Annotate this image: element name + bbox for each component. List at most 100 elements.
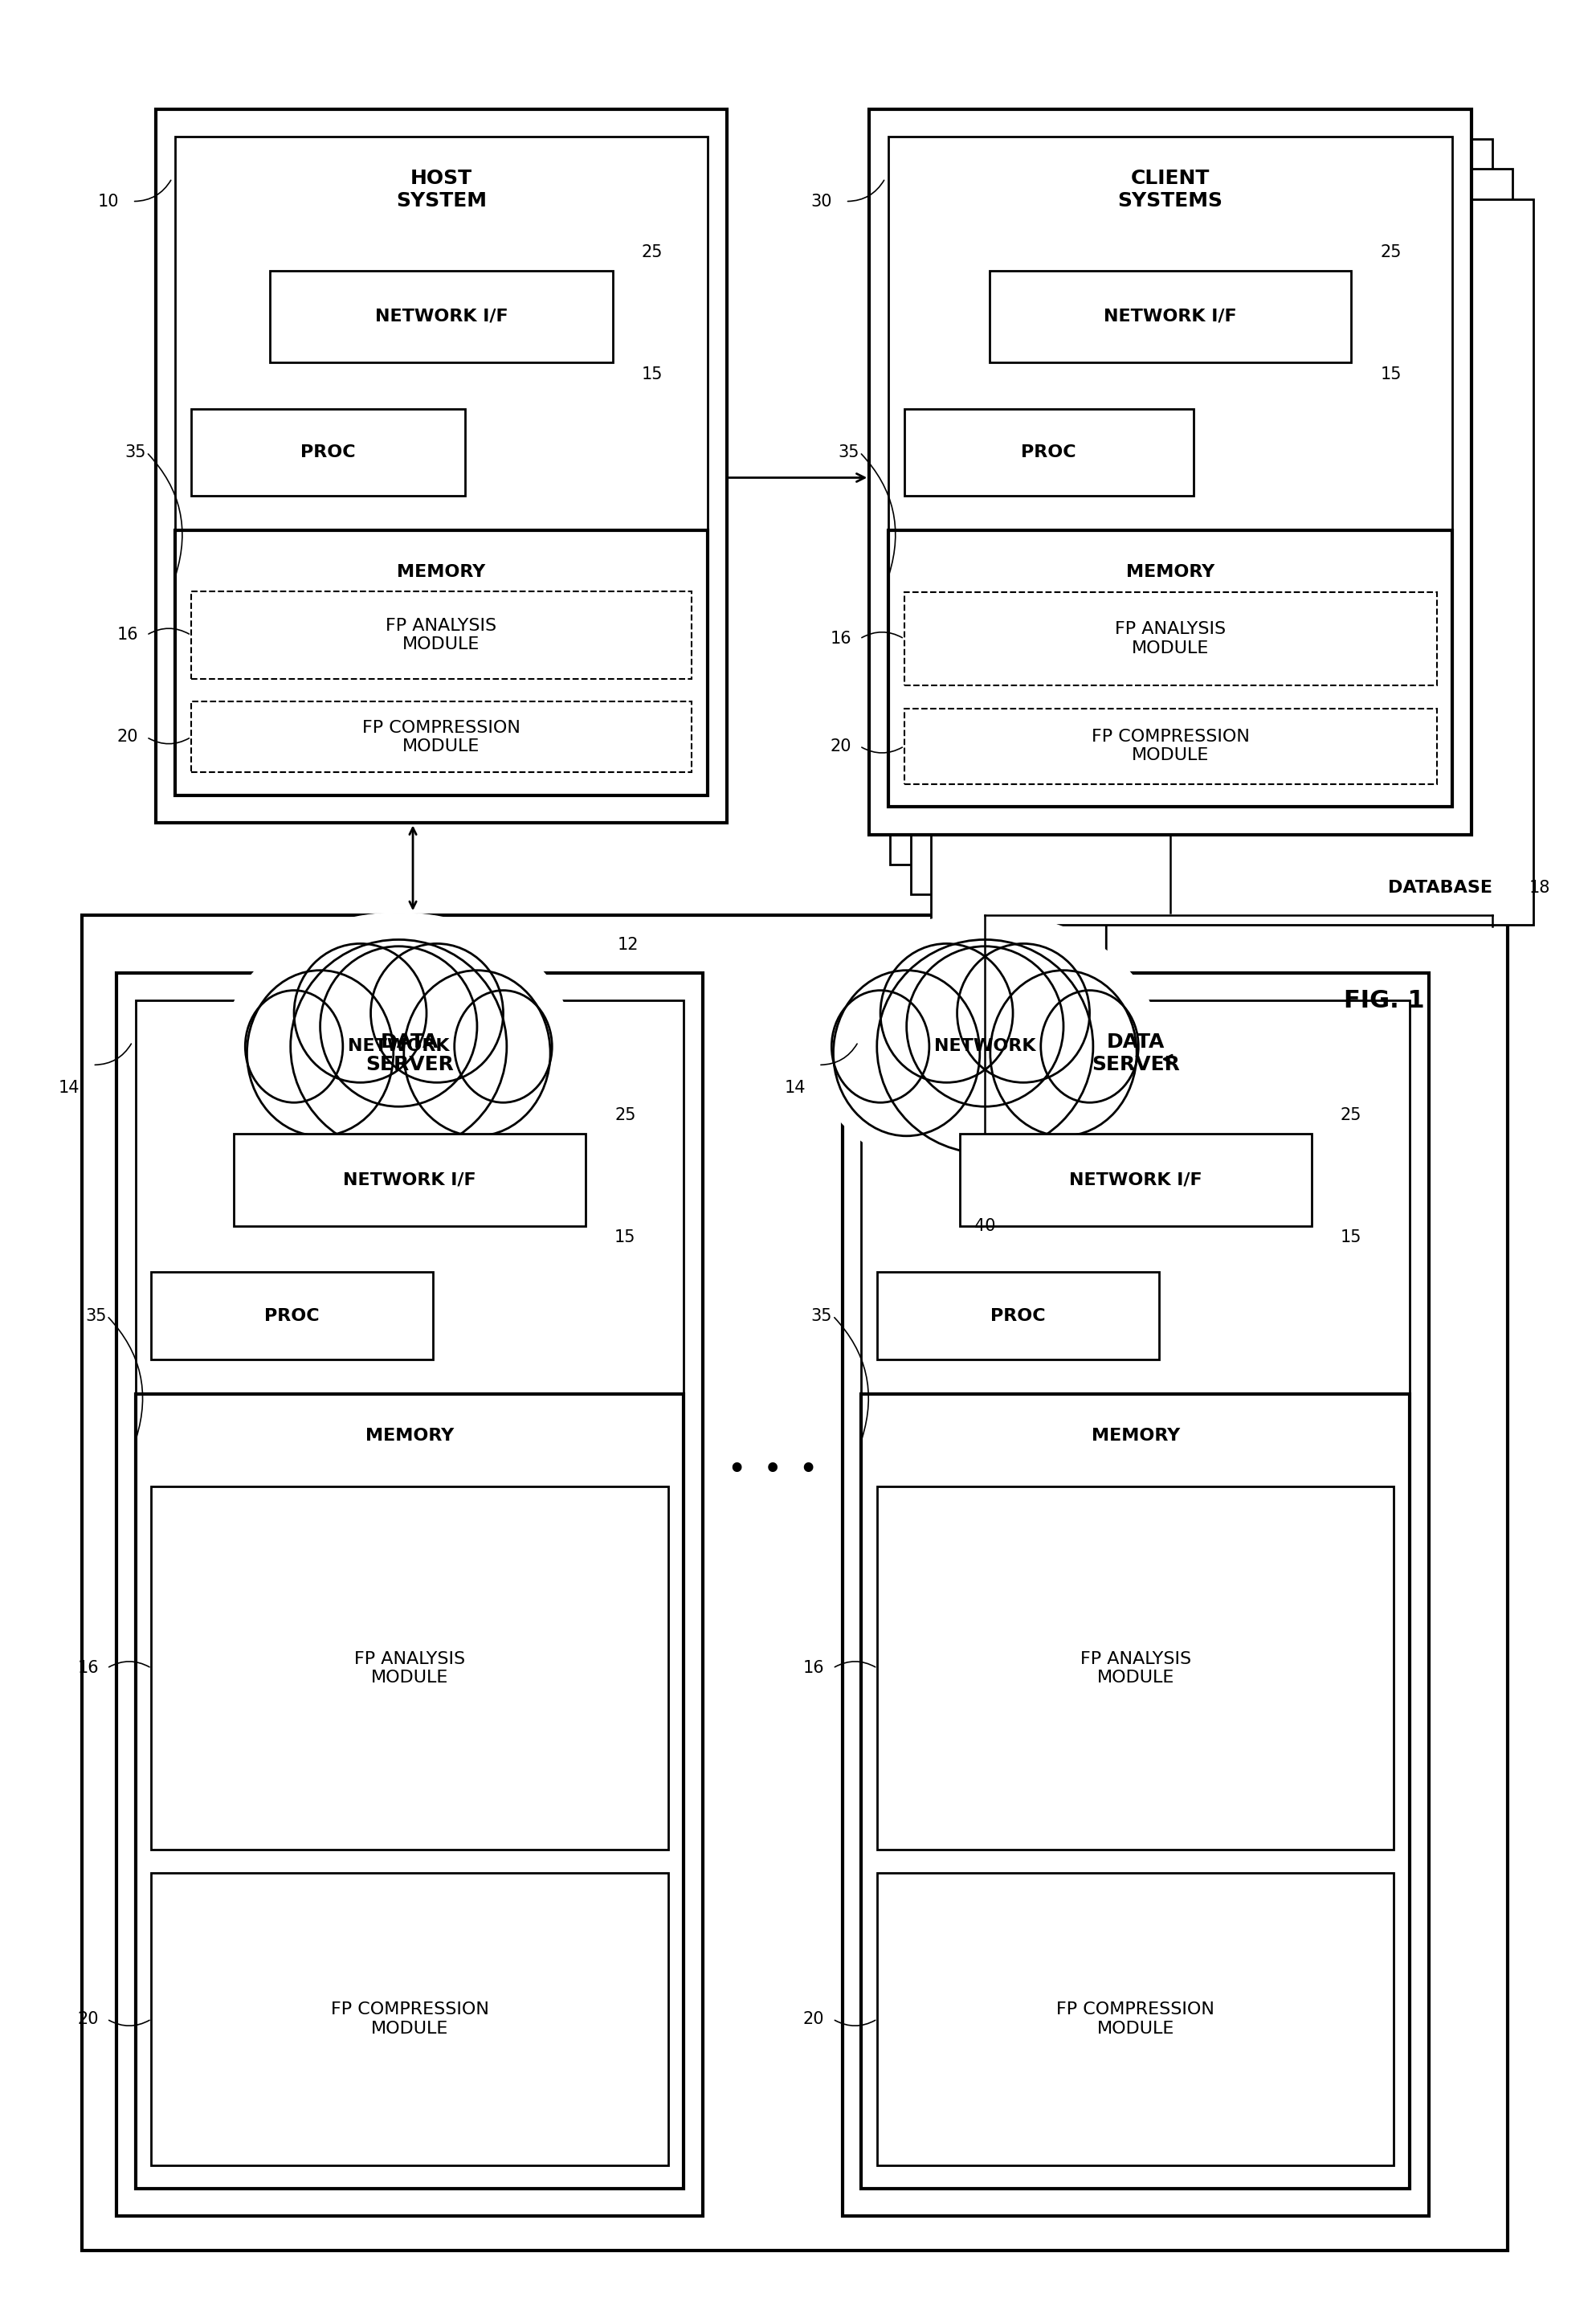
Text: 12: 12	[618, 937, 638, 953]
Text: DATA
SERVER: DATA SERVER	[365, 1032, 453, 1074]
Bar	[117, 972, 702, 2217]
Text: PROC: PROC	[265, 1307, 319, 1324]
Text: PROC: PROC	[300, 444, 356, 460]
Text: PROC: PROC	[991, 1307, 1045, 1324]
Text: 35: 35	[124, 444, 147, 460]
Text: HOST
SYSTEM: HOST SYSTEM	[396, 169, 487, 211]
Bar	[152, 1273, 433, 1361]
Text: DATA
SERVER: DATA SERVER	[1092, 1032, 1179, 1074]
Bar	[905, 708, 1436, 784]
Ellipse shape	[833, 970, 980, 1136]
Text: 35: 35	[85, 1307, 107, 1324]
Text: 15: 15	[1341, 1229, 1361, 1245]
Text: 16: 16	[77, 1659, 99, 1675]
Bar	[233, 1134, 586, 1226]
Ellipse shape	[881, 944, 1013, 1083]
Text: 14: 14	[59, 1081, 80, 1097]
Ellipse shape	[811, 914, 1159, 1180]
Text: 20: 20	[117, 729, 139, 745]
Bar	[878, 1273, 1159, 1361]
Ellipse shape	[294, 944, 426, 1083]
Text: 18: 18	[1529, 879, 1550, 896]
Bar	[136, 1000, 685, 2189]
Text: DATABASE: DATABASE	[1389, 879, 1492, 896]
Ellipse shape	[404, 970, 551, 1136]
Text: 10: 10	[97, 194, 120, 208]
Text: 25: 25	[642, 243, 662, 259]
Text: FP ANALYSIS
MODULE: FP ANALYSIS MODULE	[1080, 1650, 1191, 1685]
Ellipse shape	[958, 944, 1090, 1083]
Bar	[156, 109, 726, 824]
Text: 25: 25	[614, 1108, 635, 1125]
Text: 15: 15	[614, 1229, 635, 1245]
Text: 15: 15	[642, 366, 662, 382]
Bar	[152, 1486, 669, 1849]
Text: 16: 16	[803, 1659, 825, 1675]
Ellipse shape	[321, 946, 477, 1106]
Text: 25: 25	[1341, 1108, 1361, 1125]
Text: 25: 25	[1381, 243, 1401, 259]
Text: •  •  •: • • •	[728, 1458, 817, 1483]
Bar	[176, 137, 707, 796]
Text: NETWORK I/F: NETWORK I/F	[375, 308, 508, 324]
Bar	[878, 1872, 1393, 2166]
Text: FP ANALYSIS
MODULE: FP ANALYSIS MODULE	[1116, 622, 1226, 657]
Text: NETWORK: NETWORK	[934, 1039, 1036, 1055]
Text: NETWORK I/F: NETWORK I/F	[1069, 1171, 1202, 1187]
Text: MEMORY: MEMORY	[1092, 1428, 1179, 1444]
Text: 16: 16	[830, 632, 852, 648]
Text: FP ANALYSIS
MODULE: FP ANALYSIS MODULE	[386, 618, 496, 653]
Bar	[176, 530, 707, 796]
Text: FIG. 1: FIG. 1	[1344, 988, 1425, 1011]
Bar	[959, 1134, 1312, 1226]
Text: 15: 15	[1381, 366, 1401, 382]
Text: 20: 20	[830, 738, 851, 754]
Bar	[81, 916, 1508, 2252]
Text: PROC: PROC	[1021, 444, 1076, 460]
Ellipse shape	[247, 970, 393, 1136]
Ellipse shape	[990, 970, 1136, 1136]
Text: MEMORY: MEMORY	[397, 565, 485, 581]
Text: 30: 30	[811, 194, 833, 208]
Bar	[192, 410, 464, 495]
Text: MEMORY: MEMORY	[1127, 565, 1215, 581]
Bar	[862, 1000, 1409, 2189]
Ellipse shape	[290, 939, 506, 1152]
Text: 40: 40	[975, 1217, 996, 1233]
Bar	[862, 1395, 1409, 2189]
Bar	[911, 169, 1513, 896]
Text: FP ANALYSIS
MODULE: FP ANALYSIS MODULE	[354, 1650, 464, 1685]
Text: 16: 16	[117, 627, 139, 643]
Bar	[192, 592, 691, 678]
Text: NETWORK I/F: NETWORK I/F	[1104, 308, 1237, 324]
Bar	[891, 139, 1492, 865]
Bar	[843, 972, 1428, 2217]
Bar	[192, 701, 691, 773]
Text: NETWORK: NETWORK	[348, 1039, 450, 1055]
Bar	[889, 137, 1452, 808]
Bar	[152, 1872, 669, 2166]
Text: FP COMPRESSION
MODULE: FP COMPRESSION MODULE	[1057, 2002, 1215, 2036]
Bar	[930, 199, 1534, 923]
Ellipse shape	[225, 914, 573, 1180]
Ellipse shape	[370, 944, 503, 1083]
Ellipse shape	[876, 939, 1093, 1152]
Ellipse shape	[1041, 990, 1138, 1101]
Text: CLIENT
SYSTEMS: CLIENT SYSTEMS	[1117, 169, 1223, 211]
Bar	[270, 271, 613, 363]
Ellipse shape	[246, 990, 343, 1101]
Text: 14: 14	[784, 1081, 806, 1097]
Text: NETWORK I/F: NETWORK I/F	[343, 1171, 476, 1187]
Ellipse shape	[455, 990, 552, 1101]
Bar	[990, 271, 1352, 363]
Bar	[889, 530, 1452, 808]
Bar	[905, 410, 1194, 495]
Text: 20: 20	[77, 2011, 99, 2027]
Text: 35: 35	[838, 444, 859, 460]
Text: MEMORY: MEMORY	[365, 1428, 453, 1444]
Text: 35: 35	[811, 1307, 833, 1324]
Ellipse shape	[907, 946, 1063, 1106]
Text: FP COMPRESSION
MODULE: FP COMPRESSION MODULE	[1092, 729, 1250, 764]
Bar	[878, 1486, 1393, 1849]
Bar	[136, 1395, 685, 2189]
